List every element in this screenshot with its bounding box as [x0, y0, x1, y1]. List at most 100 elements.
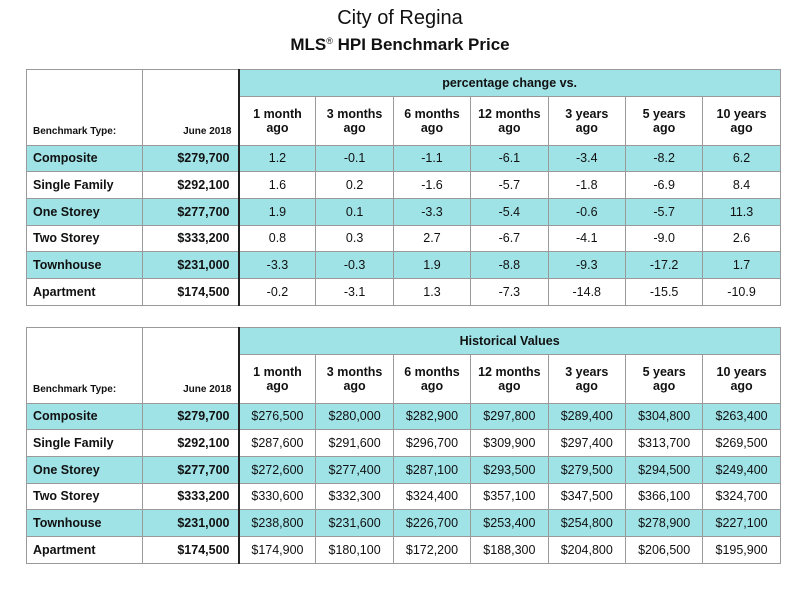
value-cell: $172,200: [392, 535, 472, 564]
empty-cell: [142, 69, 240, 97]
value-cell: -7.3: [470, 277, 549, 306]
value-cell: $272,600: [237, 455, 317, 484]
period-header: 6 months ago: [392, 96, 472, 146]
value-cell: -6.1: [470, 144, 549, 173]
benchmark-type-cell: One Storey: [26, 197, 143, 226]
value-cell: -5.4: [470, 197, 549, 226]
value-cell: -3.1: [315, 277, 394, 306]
value-cell: $204,800: [547, 535, 626, 564]
benchmark-type-cell: Apartment: [26, 535, 143, 564]
period-header: 5 years ago: [624, 96, 704, 146]
value-cell: $227,100: [702, 509, 781, 537]
date-header: June 2018: [142, 354, 240, 404]
value-cell: $297,800: [470, 402, 549, 431]
value-cell: -3.3: [392, 197, 472, 226]
benchmark-price-cell: $231,000: [142, 509, 240, 537]
value-cell: $254,800: [547, 509, 626, 537]
period-label: 3 years: [565, 106, 609, 121]
table-row: One Storey $277,700 1.9 0.1 -3.3 -5.4 -0.6 -5.7…: [26, 197, 781, 226]
benchmark-type-header: Benchmark Type:: [26, 354, 143, 404]
value-cell: $195,900: [702, 535, 781, 564]
table-row: Two Storey $333,200 0.8 0.3 2.7 -6.7 -4.1 -9.0 2…: [26, 224, 781, 253]
value-cell: -5.7: [624, 197, 704, 226]
table-row: Two Storey $333,200 $330,600 $332,300 $324,4…: [26, 482, 781, 511]
period-suffix: ago: [498, 120, 521, 135]
value-cell: $180,100: [315, 535, 394, 564]
table-row: One Storey $277,700 $272,600 $277,400 $287,1…: [26, 455, 781, 484]
table-row: Single Family $292,100 $287,600 $291,600 $29…: [26, 429, 781, 457]
value-cell: $278,900: [624, 509, 704, 537]
period-suffix: ago: [498, 378, 521, 393]
period-header: 3 months ago: [315, 96, 394, 146]
value-cell: -17.2: [624, 251, 704, 279]
value-cell: -1.6: [392, 171, 472, 199]
benchmark-type-cell: One Storey: [26, 455, 143, 484]
benchmark-type-cell: Townhouse: [26, 251, 143, 279]
page-title: City of Regina: [337, 7, 463, 29]
value-cell: $263,400: [702, 402, 781, 431]
benchmark-price-cell: $292,100: [142, 171, 240, 199]
value-cell: $366,100: [624, 482, 704, 511]
period-header: 12 months ago: [470, 354, 549, 404]
value-cell: $206,500: [624, 535, 704, 564]
value-cell: 2.7: [392, 224, 472, 253]
table-band-title: percentage change vs.: [238, 69, 781, 97]
date-header: June 2018: [142, 96, 240, 146]
benchmark-type-cell: Composite: [26, 402, 143, 431]
table-row: Apartment $174,500 -0.2 -3.1 1.3 -7.3 -14.8 -15…: [26, 277, 781, 306]
period-suffix: ago: [575, 120, 598, 135]
value-cell: $313,700: [624, 429, 704, 457]
benchmark-type-cell: Two Storey: [26, 482, 143, 511]
value-cell: 1.9: [237, 197, 317, 226]
period-suffix: ago: [343, 120, 366, 135]
benchmark-price-cell: $333,200: [142, 482, 240, 511]
value-cell: -6.9: [624, 171, 704, 199]
value-cell: $249,400: [702, 455, 781, 484]
period-label: 5 years: [642, 106, 686, 121]
value-cell: $293,500: [470, 455, 549, 484]
table-row: Townhouse $231,000 -3.3 -0.3 1.9 -8.8 -9.3 -17.…: [26, 251, 781, 279]
value-cell: 0.3: [315, 224, 394, 253]
value-cell: 0.8: [237, 224, 317, 253]
value-cell: $231,600: [315, 509, 394, 537]
period-label: 3 years: [565, 364, 609, 379]
value-cell: $304,800: [624, 402, 704, 431]
value-cell: $347,500: [547, 482, 626, 511]
value-cell: 1.2: [237, 144, 317, 173]
period-suffix: ago: [730, 378, 753, 393]
value-cell: $279,500: [547, 455, 626, 484]
period-header: 1 month ago: [237, 96, 317, 146]
benchmark-price-cell: $174,500: [142, 535, 240, 564]
empty-cell: [142, 327, 240, 355]
benchmark-type-cell: Single Family: [26, 171, 143, 199]
value-cell: 0.2: [315, 171, 394, 199]
period-suffix: ago: [420, 120, 444, 135]
value-cell: $357,100: [470, 482, 549, 511]
value-cell: $226,700: [392, 509, 472, 537]
benchmark-type-cell: Single Family: [26, 429, 143, 457]
benchmark-price-cell: $174,500: [142, 277, 240, 306]
registered-mark: ®: [326, 36, 333, 46]
value-cell: $174,900: [237, 535, 317, 564]
benchmark-type-cell: Apartment: [26, 277, 143, 306]
value-cell: $291,600: [315, 429, 394, 457]
value-cell: $188,300: [470, 535, 549, 564]
table-row: Single Family $292,100 1.6 0.2 -1.6 -5.7 -1.8-…: [26, 171, 781, 199]
period-header: 3 years ago: [547, 96, 626, 146]
period-suffix: ago: [420, 378, 444, 393]
benchmark-price-cell: $292,100: [142, 429, 240, 457]
benchmark-price-cell: $277,700: [142, 455, 240, 484]
value-cell: $294,500: [624, 455, 704, 484]
value-cell: -6.7: [470, 224, 549, 253]
value-cell: -0.3: [315, 251, 394, 279]
value-cell: $287,600: [237, 429, 317, 457]
value-cell: 1.7: [702, 251, 781, 279]
period-label: 1 month: [253, 106, 302, 121]
period-label: 10 years: [716, 106, 767, 121]
band-row: percentage change vs.: [26, 69, 781, 97]
period-suffix: ago: [266, 120, 289, 135]
table-row: Composite $279,700 1.2 -0.1 -1.1 -6.1 -3.4 -8.2…: [26, 144, 781, 173]
value-cell: $238,800: [237, 509, 317, 537]
period-header: 6 months ago: [392, 354, 472, 404]
value-cell: -14.8: [547, 277, 626, 306]
